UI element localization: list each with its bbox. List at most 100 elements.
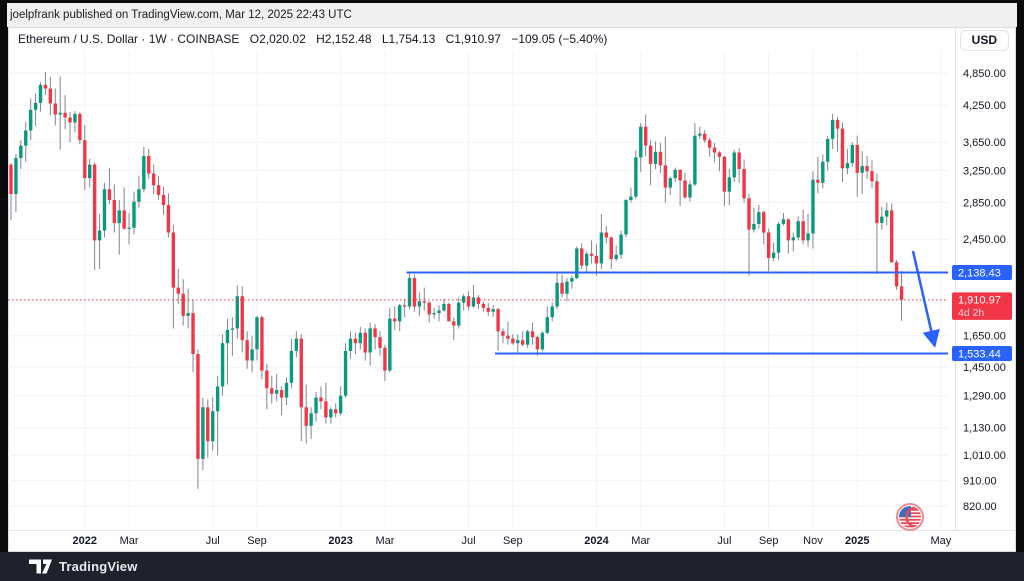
candle-down: [245, 340, 249, 361]
candle-down: [92, 164, 97, 241]
candle-up: [211, 411, 215, 442]
candle-down: [742, 169, 746, 199]
candle-down: [373, 328, 377, 338]
candle-down: [722, 156, 727, 192]
candle-up: [619, 234, 623, 255]
candle-down: [520, 340, 525, 345]
time-tick-label: Jul: [206, 535, 220, 547]
candle-down: [589, 253, 594, 256]
price-tick-label: 1,450.00: [963, 362, 1006, 374]
candle-down: [496, 309, 500, 332]
price-tick-label: 2,850.00: [963, 197, 1006, 209]
candle-up: [516, 340, 520, 344]
candle-up: [368, 328, 372, 353]
candle-up: [117, 210, 121, 224]
candle-down: [166, 205, 171, 233]
candle-down: [43, 84, 48, 89]
candle-up: [845, 163, 850, 169]
candle-up: [781, 219, 786, 224]
candle-up: [186, 313, 190, 316]
candle-down: [78, 113, 82, 141]
candle-up: [58, 112, 62, 115]
candle-down: [334, 409, 338, 414]
candle-down: [156, 185, 161, 195]
candle-down: [265, 370, 269, 389]
candle-up: [673, 169, 677, 179]
ohlc-close: C1,910.97: [445, 32, 501, 46]
candle-down: [304, 407, 308, 426]
candle-up: [230, 328, 235, 330]
candle-up: [19, 145, 23, 159]
time-tick-label: 2023: [328, 535, 352, 547]
candle-up: [599, 232, 604, 264]
last-price-badge-value: 1,910.97: [958, 294, 1001, 306]
candle-down: [712, 147, 717, 153]
candle-down: [466, 296, 471, 307]
price-tick-label: 820.00: [963, 501, 997, 513]
time-tick-label: Jul: [462, 535, 476, 547]
candle-up: [255, 317, 259, 350]
candle-up: [132, 201, 136, 228]
candle-up: [668, 178, 672, 188]
candle-down: [658, 151, 663, 166]
candle-down: [9, 164, 13, 195]
candle-up: [358, 332, 363, 344]
candle-up: [830, 119, 835, 139]
candle-up: [860, 166, 864, 173]
tradingview-logo-icon[interactable]: [29, 559, 52, 574]
level-price-badge-label: 1,533.44: [958, 348, 1001, 360]
candle-down: [427, 302, 431, 315]
candle-up: [28, 109, 33, 131]
symbol-title[interactable]: Ethereum / U.S. Dollar · 1W · COINBASE: [18, 32, 240, 46]
price-tick-label: 910.00: [963, 475, 997, 487]
candle-down: [486, 307, 490, 312]
time-tick-label: Jul: [717, 535, 731, 547]
candle-down: [604, 232, 609, 238]
candle-up: [33, 102, 38, 110]
candle-down: [747, 198, 751, 230]
candle-up: [215, 386, 220, 412]
footer-brand[interactable]: TradingView: [59, 559, 138, 574]
currency-button[interactable]: USD: [959, 30, 1009, 51]
candle-up: [461, 296, 466, 303]
candle-up: [329, 409, 333, 418]
ohlc-change: −109.05 (−5.40%): [511, 32, 608, 46]
candle-down: [580, 248, 584, 266]
last-price-badge: [952, 292, 1012, 320]
level-price-badge: [952, 265, 1012, 281]
candle-up: [343, 350, 348, 396]
level-price-badge: [952, 346, 1012, 362]
candle-up: [791, 237, 795, 241]
candle-up: [284, 382, 289, 398]
chart-card: 4,850.00 4,250.00 3,650.00 3,250.00 2,850.00…: [8, 27, 1016, 552]
candle-up: [796, 221, 800, 238]
candle-down: [319, 397, 323, 402]
candle-up: [201, 407, 205, 459]
candle-up: [388, 318, 392, 371]
candle-down: [260, 317, 264, 371]
time-tick-label: 2025: [845, 535, 869, 547]
candle-up: [698, 133, 702, 136]
candle-down: [609, 237, 613, 260]
candle-down: [363, 332, 367, 353]
candle-down: [643, 126, 648, 146]
candle-up: [38, 84, 43, 103]
candle-up: [338, 395, 343, 414]
candlestick-chart[interactable]: 4,850.00 4,250.00 3,650.00 3,250.00 2,850.00…: [8, 27, 1016, 552]
time-tick-label: 2022: [73, 535, 97, 547]
candle-up: [142, 155, 146, 190]
projection-arrow: [911, 250, 940, 348]
candle-down: [151, 173, 156, 186]
time-tick-label: Mar: [120, 535, 139, 547]
candle-up: [570, 278, 574, 282]
candle-down: [191, 313, 195, 355]
candle-up: [653, 151, 658, 164]
candle-up: [584, 253, 589, 266]
candle-down: [766, 232, 771, 258]
candle-down: [378, 337, 382, 348]
candle-down: [663, 165, 668, 188]
candle-up: [137, 189, 141, 202]
candle-up: [397, 305, 402, 322]
candle-up: [442, 303, 446, 311]
